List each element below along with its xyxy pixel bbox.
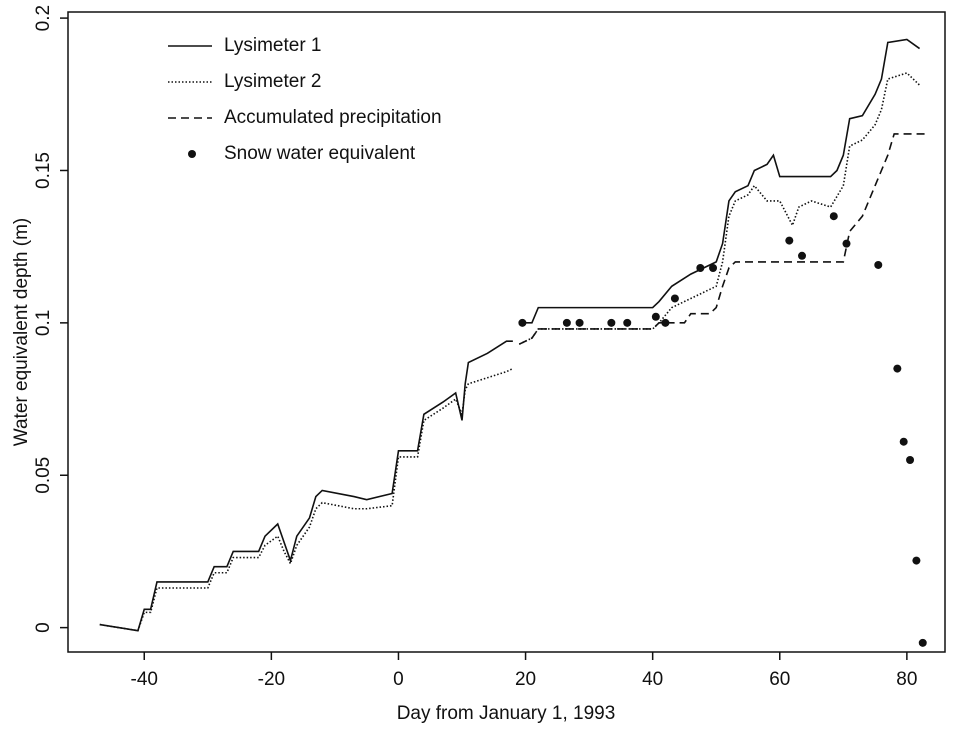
y-tick-label: 0.1 bbox=[33, 310, 54, 336]
series-line bbox=[99, 340, 513, 632]
x-tick-label: -40 bbox=[131, 669, 158, 690]
x-tick-label: 20 bbox=[515, 669, 536, 690]
snow-point bbox=[623, 318, 632, 327]
series-line bbox=[99, 367, 514, 632]
snow-point bbox=[575, 318, 584, 327]
legend-label: Lysimeter 2 bbox=[224, 71, 322, 92]
snow-point bbox=[785, 236, 794, 245]
legend-label: Accumulated precipitation bbox=[224, 107, 442, 128]
y-tick-label: 0.2 bbox=[33, 5, 54, 31]
snow-point bbox=[829, 212, 838, 221]
snow-point bbox=[798, 251, 807, 260]
y-tick-label: 0 bbox=[33, 622, 54, 633]
series-line bbox=[518, 72, 921, 345]
x-axis-label: Day from January 1, 1993 bbox=[397, 703, 616, 724]
legend-marker bbox=[188, 150, 196, 158]
x-tick-label: 40 bbox=[642, 669, 663, 690]
x-tick-label: -20 bbox=[258, 669, 285, 690]
x-tick-label: 0 bbox=[393, 669, 404, 690]
snow-point bbox=[670, 294, 679, 303]
y-axis-label: Water equivalent depth (m) bbox=[11, 218, 32, 446]
legend-label: Lysimeter 1 bbox=[224, 35, 322, 56]
series-line bbox=[518, 133, 926, 345]
snow-point bbox=[918, 638, 927, 647]
snow-point bbox=[709, 264, 718, 272]
snow-point bbox=[906, 456, 915, 464]
snow-point bbox=[842, 239, 851, 248]
snow-point bbox=[651, 312, 660, 321]
y-tick-label: 0.15 bbox=[33, 152, 54, 189]
snow-point bbox=[607, 318, 616, 327]
snow-point bbox=[518, 318, 527, 327]
snow-point bbox=[899, 437, 908, 446]
snow-point bbox=[912, 556, 921, 565]
x-tick-label: 60 bbox=[769, 669, 790, 690]
snow-point bbox=[874, 260, 883, 269]
series-line bbox=[519, 38, 921, 324]
x-tick-label: 80 bbox=[896, 669, 917, 690]
snow-point bbox=[661, 318, 670, 327]
legend-label: Snow water equivalent bbox=[224, 143, 416, 164]
y-tick-label: 0.05 bbox=[33, 457, 54, 494]
snow-point bbox=[893, 364, 902, 373]
plot-frame bbox=[67, 11, 946, 653]
snow-point bbox=[562, 318, 571, 327]
snow-point bbox=[696, 264, 705, 272]
